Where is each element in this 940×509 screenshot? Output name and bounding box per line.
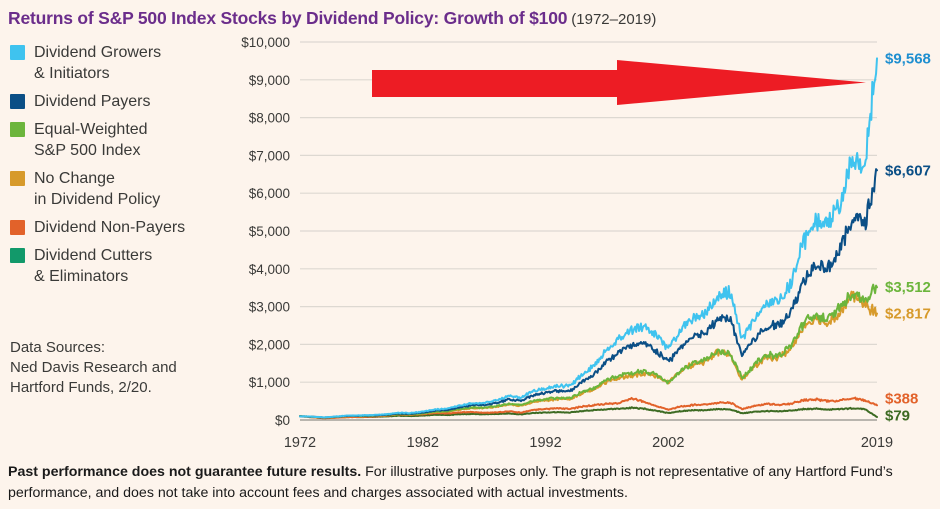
red-arrow-shape bbox=[372, 60, 866, 105]
data-sources-line-1: Data Sources: bbox=[10, 339, 106, 356]
chart-y-axis-labels: $0 $1,000 $2,000 $3,000 $4,000 $5,000 $6,000 $7… bbox=[241, 35, 290, 428]
legend-label-payers: Dividend Payers bbox=[34, 93, 151, 110]
legend-item-cutters: Dividend Cutters & Eliminators bbox=[10, 245, 235, 287]
legend-swatch-growers bbox=[10, 45, 25, 60]
y-axis-tick-label: $3,000 bbox=[249, 300, 290, 315]
legend-swatch-equal-weighted bbox=[10, 122, 25, 137]
footer-disclaimer: Past performance does not guarantee futu… bbox=[8, 462, 932, 504]
y-axis-tick-label: $9,000 bbox=[249, 73, 290, 88]
series-end-label: $6,607 bbox=[885, 162, 931, 179]
legend-swatch-no-change bbox=[10, 171, 25, 186]
data-sources-line-2: Ned Davis Research and bbox=[10, 359, 177, 376]
chart-legend: Dividend Growers & Initiators Dividend Pa… bbox=[10, 42, 235, 294]
chart-x-axis-labels: 1972 1982 1992 2002 2019 bbox=[284, 435, 893, 451]
y-axis-tick-label: $10,000 bbox=[241, 35, 290, 50]
chart-svg: $0 $1,000 $2,000 $3,000 $4,000 $5,000 $6,000 $7… bbox=[241, 35, 931, 451]
y-axis-tick-label: $8,000 bbox=[249, 111, 290, 126]
series-line bbox=[299, 57, 878, 419]
y-axis-tick-label: $5,000 bbox=[249, 224, 290, 239]
chart-end-labels: $9,568 $6,607 $3,512 $2,817 $388$79 bbox=[885, 50, 931, 424]
legend-label-no-change: No Change in Dividend Policy bbox=[34, 170, 161, 208]
legend-swatch-cutters bbox=[10, 248, 25, 263]
series-line bbox=[299, 283, 878, 419]
footer-rest-text: For illustrative purposes only. The grap… bbox=[8, 464, 893, 501]
series-end-label: $79 bbox=[885, 407, 910, 424]
series-end-label: $388 bbox=[885, 390, 918, 407]
y-axis-tick-label: $2,000 bbox=[249, 337, 290, 352]
legend-item-payers: Dividend Payers bbox=[10, 91, 235, 112]
footer-bold-text: Past performance does not guarantee futu… bbox=[8, 464, 362, 480]
chart-title-text: Returns of S&P 500 Index Stocks by Divid… bbox=[8, 8, 568, 28]
series-end-label: $9,568 bbox=[885, 50, 931, 67]
series-end-label: $3,512 bbox=[885, 279, 931, 296]
x-axis-tick-label: 1992 bbox=[529, 435, 561, 451]
y-axis-tick-label: $0 bbox=[275, 413, 290, 428]
y-axis-tick-label: $7,000 bbox=[249, 148, 290, 163]
chart-gridlines bbox=[300, 41, 877, 421]
chart-series-lines bbox=[299, 57, 878, 420]
legend-swatch-non-payers bbox=[10, 220, 25, 235]
data-sources-line-3: Hartford Funds, 2/20. bbox=[10, 379, 152, 396]
legend-label-growers: Dividend Growers & Initiators bbox=[34, 44, 162, 82]
x-axis-tick-label: 2019 bbox=[861, 435, 893, 451]
x-axis-tick-label: 1982 bbox=[407, 435, 439, 451]
series-end-label: $2,817 bbox=[885, 306, 931, 323]
chart-title-range: (1972–2019) bbox=[571, 11, 657, 28]
x-axis-tick-label: 2002 bbox=[652, 435, 684, 451]
legend-item-non-payers: Dividend Non-Payers bbox=[10, 217, 235, 238]
series-line bbox=[299, 168, 878, 419]
y-axis-tick-label: $6,000 bbox=[249, 186, 290, 201]
legend-item-equal-weighted: Equal-Weighted S&P 500 Index bbox=[10, 119, 235, 161]
legend-label-cutters: Dividend Cutters & Eliminators bbox=[34, 247, 153, 285]
legend-label-equal-weighted: Equal-Weighted S&P 500 Index bbox=[34, 121, 148, 159]
y-axis-tick-label: $4,000 bbox=[249, 262, 290, 277]
chart-plot-area: $0 $1,000 $2,000 $3,000 $4,000 $5,000 $6,000 $7… bbox=[0, 28, 940, 453]
legend-swatch-payers bbox=[10, 94, 25, 109]
x-axis-tick-label: 1972 bbox=[284, 435, 316, 451]
legend-item-no-change: No Change in Dividend Policy bbox=[10, 168, 235, 210]
y-axis-tick-label: $1,000 bbox=[249, 375, 290, 390]
red-arrow-annotation bbox=[372, 60, 866, 105]
page-title: Returns of S&P 500 Index Stocks by Divid… bbox=[8, 8, 928, 34]
top-bar bbox=[0, 0, 940, 5]
data-sources-note: Data Sources: Ned Davis Research and Har… bbox=[10, 338, 235, 398]
legend-item-growers: Dividend Growers & Initiators bbox=[10, 42, 235, 84]
legend-label-non-payers: Dividend Non-Payers bbox=[34, 219, 186, 236]
series-line bbox=[299, 406, 878, 420]
